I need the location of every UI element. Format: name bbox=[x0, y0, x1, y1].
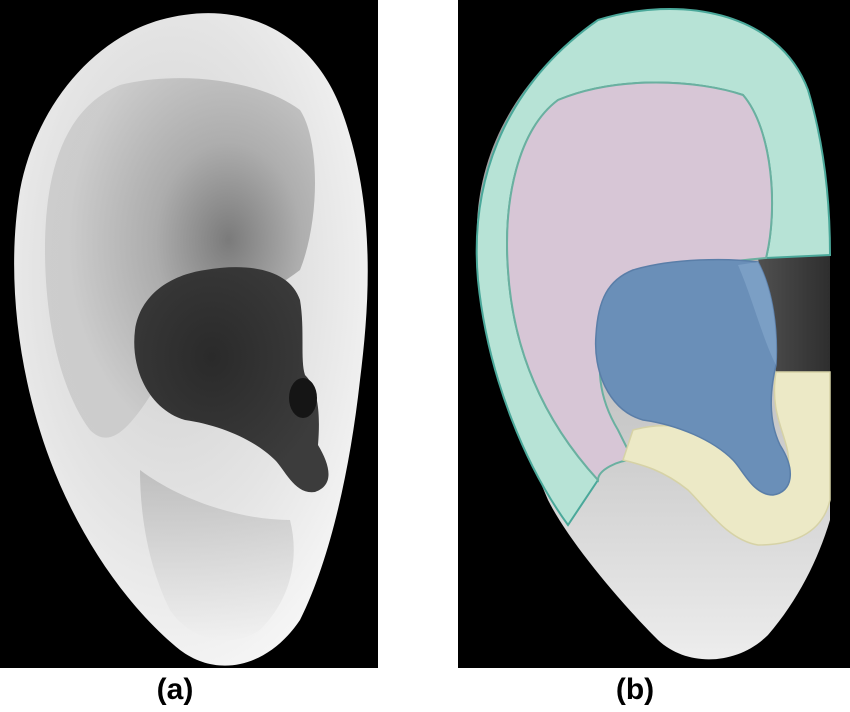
region-concha-highlight bbox=[738, 262, 777, 365]
ear-canal-highlight bbox=[289, 378, 317, 418]
ear-concha-shape bbox=[134, 267, 329, 493]
ear-lobe-shape bbox=[140, 470, 294, 641]
caption-panel-b: (b) bbox=[615, 673, 655, 706]
caption-panel-a: (a) bbox=[156, 673, 194, 706]
ear-grayscale-render bbox=[14, 13, 368, 666]
panel-b-ear-segmentation bbox=[458, 0, 850, 668]
panel-a-ear-image bbox=[0, 0, 378, 668]
ear-fossa-shape bbox=[45, 78, 315, 438]
ear-segmentation-render bbox=[475, 7, 832, 660]
